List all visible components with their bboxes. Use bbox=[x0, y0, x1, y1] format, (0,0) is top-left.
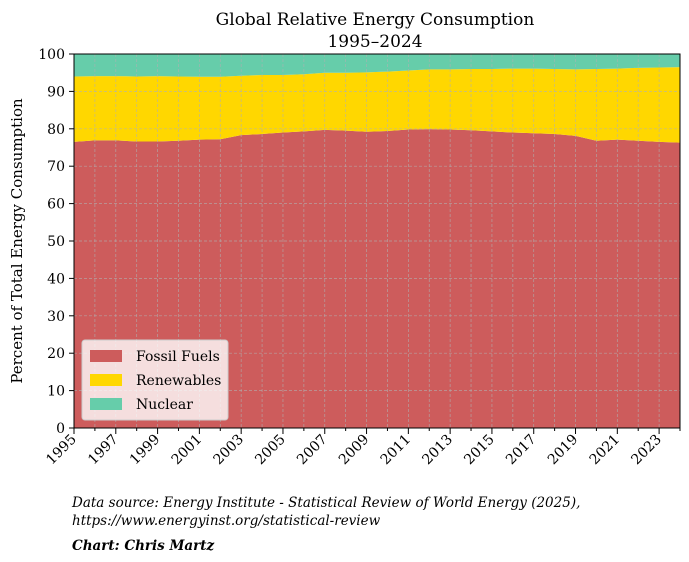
x-tick-label: 2001 bbox=[169, 432, 206, 469]
x-tick-label: 2005 bbox=[252, 432, 289, 469]
legend-swatch bbox=[90, 350, 122, 362]
y-tick-label: 60 bbox=[47, 197, 65, 213]
y-tick-label: 30 bbox=[47, 309, 65, 325]
x-tick-label: 2003 bbox=[210, 432, 247, 469]
x-tick-label: 2015 bbox=[461, 432, 498, 469]
x-tick-label: 2017 bbox=[503, 432, 540, 469]
chart-title: Global Relative Energy Consumption bbox=[216, 10, 535, 30]
y-tick-label: 100 bbox=[38, 47, 65, 63]
x-tick-label: 2019 bbox=[545, 432, 582, 469]
y-tick-label: 80 bbox=[47, 122, 65, 138]
legend-label: Fossil Fuels bbox=[136, 349, 220, 365]
data-source-line-1: Data source: Energy Institute - Statisti… bbox=[72, 495, 581, 511]
y-tick-label: 20 bbox=[47, 346, 65, 362]
x-tick-label: 2011 bbox=[378, 432, 415, 469]
legend-label: Renewables bbox=[136, 373, 221, 389]
x-tick-label: 2023 bbox=[628, 432, 665, 469]
legend-swatch bbox=[90, 398, 122, 410]
chart-credit: Chart: Chris Martz bbox=[72, 538, 215, 554]
y-tick-label: 90 bbox=[47, 84, 65, 100]
plot-frame bbox=[73, 53, 681, 429]
y-tick-label: 40 bbox=[47, 271, 65, 287]
area-renewables bbox=[74, 67, 680, 143]
grid-lines bbox=[74, 54, 680, 428]
data-source-line-2: https://www.energyinst.org/statistical-r… bbox=[72, 513, 381, 529]
area-nuclear bbox=[74, 54, 680, 77]
x-tick-label: 1997 bbox=[85, 432, 122, 469]
y-tick-label: 0 bbox=[56, 421, 65, 437]
energy-consumption-chart: Global Relative Energy Consumption 1995–… bbox=[8, 10, 681, 469]
y-axis-label: Percent of Total Energy Consumption bbox=[8, 98, 26, 384]
y-tick-label: 10 bbox=[47, 384, 65, 400]
chart-subtitle: 1995–2024 bbox=[327, 32, 422, 52]
legend-label: Nuclear bbox=[136, 397, 193, 413]
legend-swatch bbox=[90, 374, 122, 386]
y-tick-label: 70 bbox=[47, 159, 65, 175]
x-tick-label: 2021 bbox=[587, 432, 624, 469]
x-tick-label: 1999 bbox=[127, 432, 164, 469]
legend: Fossil Fuels Renewables Nuclear bbox=[81, 339, 229, 421]
x-tick-label: 2013 bbox=[419, 432, 456, 469]
x-axis: 1995 1997 1999 2001 2003 2005 2007 2009 2011 2013… bbox=[43, 428, 681, 469]
y-axis: 0 10 20 30 40 50 60 70 80 90 100 bbox=[38, 47, 74, 437]
x-tick-label: 2009 bbox=[336, 432, 373, 469]
y-tick-label: 50 bbox=[47, 234, 65, 250]
x-tick-label: 2007 bbox=[294, 432, 331, 469]
